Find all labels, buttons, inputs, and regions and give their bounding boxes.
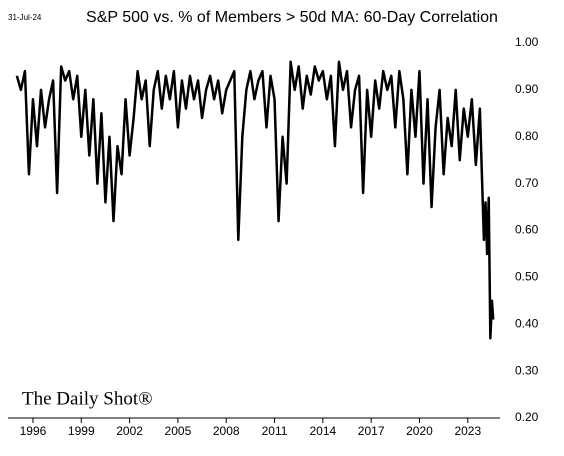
y-tick-label: 0.80 (515, 129, 539, 143)
x-tick-label: 2014 (309, 424, 336, 438)
x-tick-label: 2020 (406, 424, 433, 438)
x-tick-label: 2011 (262, 424, 288, 438)
x-tick-label: 2023 (454, 424, 481, 438)
watermark: The Daily Shot® (22, 388, 153, 409)
x-tick-label: 1996 (20, 424, 47, 438)
x-tick-label: 2017 (358, 424, 385, 438)
y-tick-label: 0.20 (515, 410, 539, 424)
x-tick-label: 1999 (68, 424, 95, 438)
y-tick-label: 0.30 (515, 363, 539, 377)
x-tick-label: 2005 (165, 424, 192, 438)
y-tick-label: 0.40 (515, 316, 539, 330)
y-tick-label: 1.00 (515, 35, 539, 49)
date-label: 31-Jul-24 (8, 13, 42, 22)
chart-title: S&P 500 vs. % of Members > 50d MA: 60-Da… (86, 9, 498, 26)
x-tick-label: 2008 (213, 424, 240, 438)
y-tick-label: 0.70 (515, 176, 539, 190)
y-tick-label: 0.90 (515, 82, 539, 96)
y-tick-label: 0.60 (515, 223, 539, 237)
y-tick-label: 0.50 (515, 270, 539, 284)
series-line (15, 60, 495, 340)
x-tick-label: 2002 (116, 424, 143, 438)
